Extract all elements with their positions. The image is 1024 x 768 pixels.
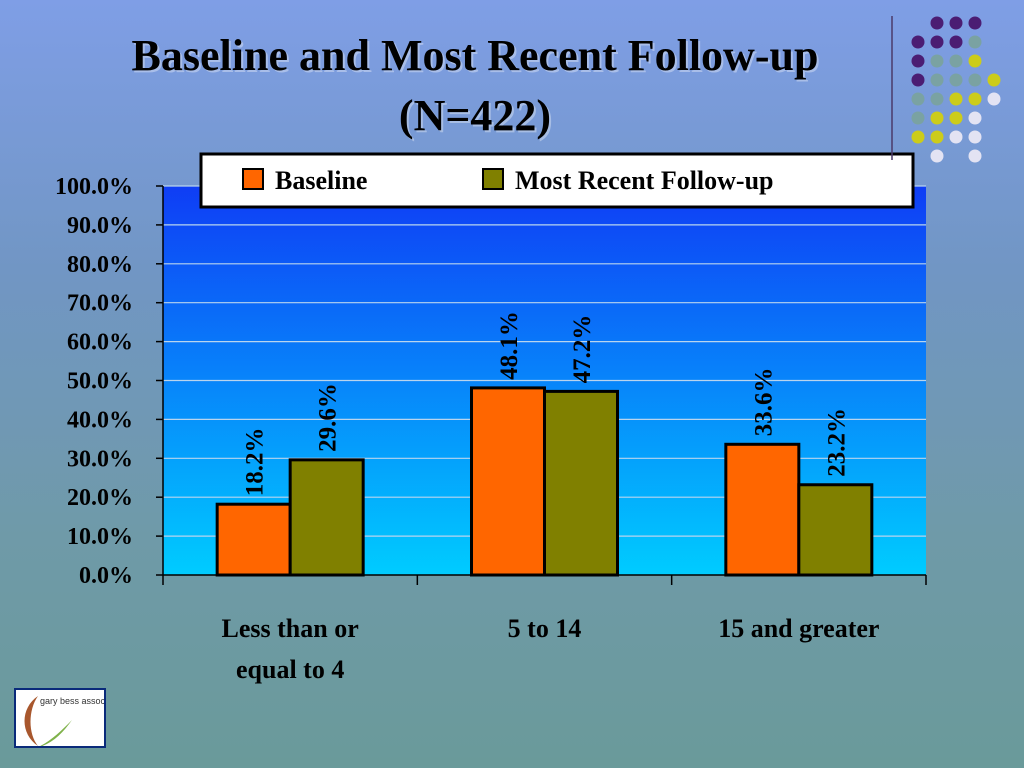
bar-most-recent-follow-up-0 bbox=[288, 458, 365, 577]
decor-dot bbox=[968, 35, 982, 49]
y-tick-label: 70.0% bbox=[67, 291, 133, 317]
decor-dot bbox=[930, 130, 944, 144]
decor-dot bbox=[930, 73, 944, 87]
x-category-label: 5 to 14 bbox=[508, 614, 582, 643]
decor-dot bbox=[968, 149, 982, 163]
bar-most-recent-follow-up-2 bbox=[797, 483, 874, 577]
decor-dot bbox=[930, 16, 944, 30]
decor-dot bbox=[987, 92, 1001, 106]
x-category-label: 15 and greater bbox=[718, 614, 879, 643]
y-tick-label: 40.0% bbox=[67, 407, 133, 433]
chart-title: Baseline and Most Recent Follow-up (N=42… bbox=[131, 31, 819, 140]
data-label: 18.2% bbox=[242, 427, 269, 496]
decor-dot bbox=[968, 73, 982, 87]
logo-text: gary bess associates bbox=[40, 696, 106, 706]
decor-dot bbox=[930, 54, 944, 68]
y-tick-label: 10.0% bbox=[67, 524, 133, 550]
x-category-label: Less than or bbox=[222, 614, 359, 643]
decor-dot bbox=[930, 149, 944, 163]
decor-dot bbox=[930, 111, 944, 125]
data-label: 48.1% bbox=[496, 311, 523, 380]
decor-dot bbox=[911, 54, 925, 68]
bar-baseline-0 bbox=[215, 502, 292, 577]
decor-dot bbox=[987, 73, 1001, 87]
y-tick-label: 30.0% bbox=[67, 446, 133, 472]
decor-dot bbox=[949, 111, 963, 125]
y-tick-label: 20.0% bbox=[67, 485, 133, 511]
bar-most-recent-follow-up-1 bbox=[543, 389, 619, 577]
y-tick-label: 0.0% bbox=[79, 563, 133, 589]
decor-dot bbox=[968, 16, 982, 30]
decor-dot bbox=[949, 54, 963, 68]
decor-dot bbox=[911, 73, 925, 87]
legend-label: Baseline bbox=[275, 166, 367, 195]
decor-dot bbox=[949, 92, 963, 106]
company-logo: gary bess associates bbox=[14, 688, 106, 748]
decor-dot bbox=[968, 111, 982, 125]
bar-baseline-1 bbox=[470, 386, 546, 577]
data-label: 29.6% bbox=[315, 383, 342, 452]
decor-dot bbox=[949, 35, 963, 49]
y-tick-label: 60.0% bbox=[67, 330, 133, 356]
decor-dot bbox=[911, 111, 925, 125]
data-label: 23.2% bbox=[823, 408, 850, 477]
y-tick-label: 100.0% bbox=[55, 174, 133, 200]
decor-dot bbox=[949, 130, 963, 144]
decor-dot bbox=[968, 54, 982, 68]
legend-box bbox=[199, 152, 915, 209]
decor-dot bbox=[930, 92, 944, 106]
decor-dot bbox=[968, 130, 982, 144]
y-tick-label: 50.0% bbox=[67, 369, 133, 395]
logo-swoosh-icon bbox=[24, 696, 72, 746]
decor-dot bbox=[911, 130, 925, 144]
y-tick-label: 90.0% bbox=[67, 213, 133, 239]
data-label: 33.6% bbox=[750, 368, 777, 437]
decor-dot bbox=[949, 73, 963, 87]
legend-swatch bbox=[242, 168, 264, 190]
legend-label: Most Recent Follow-up bbox=[515, 166, 774, 195]
bar-baseline-2 bbox=[724, 442, 801, 577]
decor-dot bbox=[911, 35, 925, 49]
decor-dot bbox=[911, 92, 925, 106]
legend-swatch bbox=[482, 168, 504, 190]
decor-dot bbox=[949, 16, 963, 30]
data-label: 47.2% bbox=[569, 315, 596, 384]
y-tick-label: 80.0% bbox=[67, 252, 133, 278]
decor-dot bbox=[930, 35, 944, 49]
decor-dot bbox=[968, 92, 982, 106]
x-category-label: equal to 4 bbox=[236, 655, 344, 684]
